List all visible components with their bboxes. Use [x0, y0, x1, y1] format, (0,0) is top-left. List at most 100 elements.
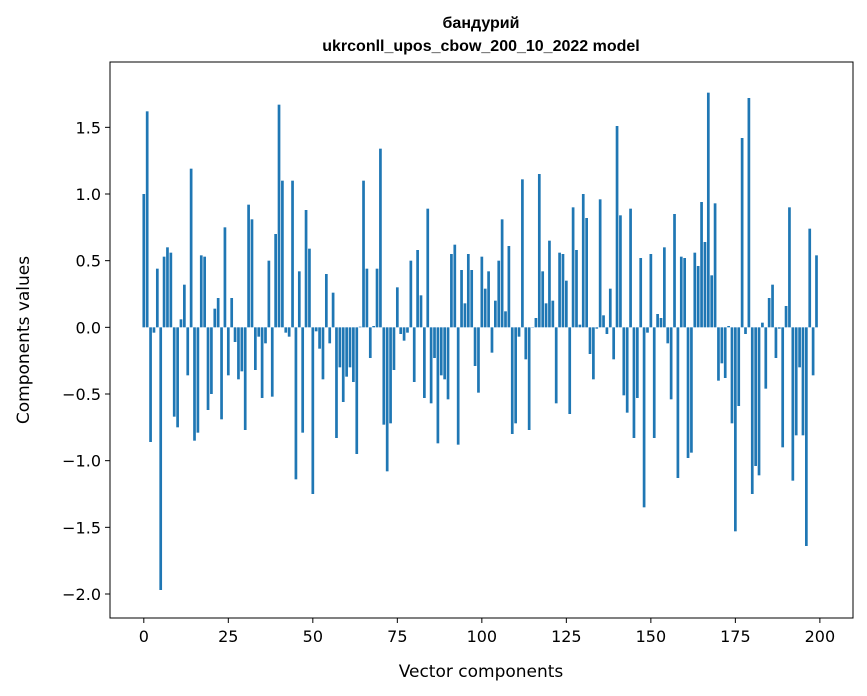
bar-126: [568, 327, 572, 414]
y-axis-label: Components values: [14, 256, 34, 424]
bar-37: [267, 260, 271, 328]
bar-177: [740, 138, 744, 328]
bar-57: [335, 327, 338, 438]
bar-186: [771, 284, 774, 328]
bar-173: [727, 326, 730, 328]
bar-107: [504, 311, 507, 328]
bar-18: [203, 256, 207, 328]
bar-80: [412, 327, 416, 382]
bar-24: [223, 227, 227, 328]
bar-137: [605, 327, 609, 334]
bar-120: [548, 240, 551, 328]
bar-140: [615, 126, 619, 328]
bar-26: [230, 298, 234, 328]
bar-142: [622, 327, 626, 396]
bar-0: [142, 194, 146, 328]
bar-143: [625, 327, 629, 413]
bar-4: [155, 268, 159, 328]
x-tick-label: 50: [303, 627, 323, 646]
bar-22: [216, 298, 220, 328]
bar-1: [145, 111, 149, 328]
bar-113: [524, 327, 528, 360]
bar-48: [304, 210, 308, 328]
y-tick-label: 1.0: [76, 185, 101, 204]
bar-145: [632, 327, 636, 438]
bar-147: [639, 258, 643, 328]
bar-190: [784, 306, 788, 328]
bar-176: [737, 327, 741, 406]
bar-71: [382, 327, 386, 425]
bar-109: [510, 327, 514, 434]
bar-110: [514, 327, 517, 424]
bar-98: [473, 327, 477, 366]
bar-117: [537, 174, 541, 328]
bar-59: [341, 327, 345, 402]
bar-79: [409, 260, 413, 328]
bar-70: [379, 148, 382, 328]
bar-159: [679, 256, 683, 328]
bar-151: [652, 327, 656, 438]
bar-5: [159, 327, 163, 590]
bar-81: [416, 250, 419, 328]
bar-195: [801, 327, 805, 436]
bar-72: [385, 327, 389, 472]
bar-29: [240, 327, 244, 372]
bar-149: [646, 327, 649, 333]
bar-25: [226, 327, 230, 376]
bar-86: [433, 327, 436, 358]
bar-175: [734, 327, 737, 532]
y-tick-label: 1.5: [76, 118, 101, 137]
bar-136: [602, 315, 605, 328]
bar-42: [284, 327, 288, 333]
x-axis-ticks: 0 25 50 75 100 125 150 175 200: [139, 618, 835, 646]
bar-188: [777, 327, 781, 329]
x-tick-label: 25: [218, 627, 238, 646]
bar-97: [470, 270, 474, 328]
bar-28: [237, 327, 240, 380]
bar-158: [676, 327, 680, 478]
bar-156: [669, 327, 673, 400]
y-tick-label: −0.5: [62, 385, 101, 404]
x-tick-label: 175: [720, 627, 751, 646]
bar-164: [696, 266, 700, 328]
bar-108: [507, 246, 511, 328]
y-axis-ticks: −2.0 −1.5 −1.0 −0.5 0.0 0.5 1.0 1.5: [62, 118, 110, 604]
bar-64: [358, 326, 362, 328]
bar-67: [368, 327, 372, 358]
bar-166: [703, 242, 707, 328]
bar-88: [439, 327, 443, 376]
bar-19: [206, 327, 210, 410]
bar-7: [166, 247, 169, 328]
bar-74: [392, 327, 396, 370]
bar-104: [494, 300, 497, 328]
bar-160: [683, 258, 687, 328]
bar-96: [466, 254, 470, 328]
bar-118: [541, 271, 545, 328]
bar-84: [426, 208, 430, 328]
bar-191: [788, 207, 791, 328]
x-tick-label: 100: [467, 627, 498, 646]
bar-171: [720, 327, 724, 364]
x-tick-label: 200: [805, 627, 836, 646]
bar-21: [213, 308, 217, 328]
bar-95: [463, 303, 467, 328]
bar-69: [375, 268, 379, 328]
bar-82: [419, 295, 423, 328]
bar-162: [690, 327, 693, 453]
bar-121: [551, 300, 555, 328]
bar-133: [592, 327, 595, 380]
bar-193: [794, 327, 798, 436]
bar-123: [558, 252, 561, 328]
bar-181: [754, 327, 757, 466]
bar-63: [355, 327, 359, 454]
bar-185: [767, 298, 771, 328]
bar-40: [277, 104, 281, 328]
bar-12: [183, 284, 186, 328]
bar-99: [477, 327, 480, 393]
bar-61: [348, 327, 352, 368]
bar-182: [757, 327, 761, 476]
bar-105: [497, 260, 501, 328]
bar-141: [619, 215, 622, 328]
bar-43: [287, 327, 291, 337]
bar-55: [328, 327, 332, 344]
